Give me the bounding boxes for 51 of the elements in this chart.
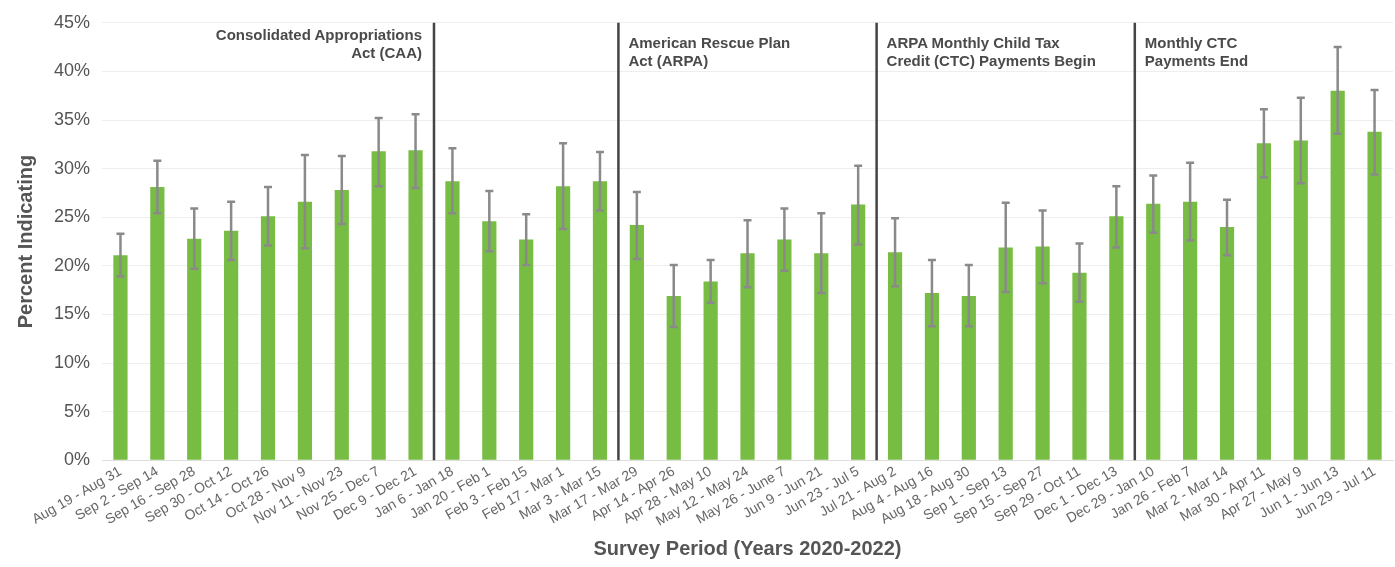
annotation: ARPA Monthly Child Tax Credit (CTC) Payments Begin xyxy=(886,34,1096,70)
bar xyxy=(666,296,681,460)
bar xyxy=(445,181,460,460)
bar xyxy=(814,253,829,460)
bar xyxy=(1367,131,1382,460)
bar xyxy=(629,225,644,460)
bar xyxy=(519,239,534,460)
annotation: Consolidated Appropriations Act (CAA) xyxy=(215,26,422,62)
y-tick-label: 40% xyxy=(54,60,91,81)
bar xyxy=(777,239,792,460)
bar xyxy=(1183,201,1198,460)
y-axis-title: Percent Indicating xyxy=(13,154,36,329)
annotation: Monthly CTC Payments End xyxy=(1144,34,1249,70)
y-tick-label: 10% xyxy=(54,352,91,373)
bar xyxy=(1330,90,1345,460)
y-tick-label: 15% xyxy=(54,303,91,324)
bar xyxy=(998,247,1013,460)
bar xyxy=(740,253,755,460)
bar xyxy=(961,296,976,460)
y-tick-label: 20% xyxy=(54,254,91,275)
bar xyxy=(887,252,903,460)
bar xyxy=(1109,216,1124,460)
bar xyxy=(851,204,866,460)
y-tick-label: 0% xyxy=(64,449,91,470)
bar xyxy=(150,187,165,460)
bar xyxy=(1146,203,1161,460)
y-tick-label: 45% xyxy=(54,11,91,32)
bar xyxy=(1072,272,1087,460)
annotation: American Rescue Plan Act (ARPA) xyxy=(628,34,791,70)
y-tick-label: 30% xyxy=(54,157,91,178)
bar xyxy=(1219,226,1235,460)
y-tick-label: 5% xyxy=(64,400,91,421)
x-axis-title: Survey Period (Years 2020-2022) xyxy=(593,536,902,559)
bar xyxy=(224,230,239,460)
bar xyxy=(408,150,423,460)
bar xyxy=(113,255,128,460)
bar xyxy=(555,186,571,460)
bar xyxy=(592,181,608,460)
bar xyxy=(260,216,276,460)
y-tick-label: 25% xyxy=(54,206,91,227)
bar xyxy=(187,238,202,460)
bar xyxy=(371,151,386,460)
bar xyxy=(1035,246,1050,460)
bar xyxy=(703,281,718,460)
y-tick-label: 35% xyxy=(54,109,91,129)
bar xyxy=(482,221,497,460)
bar xyxy=(924,293,940,460)
bar xyxy=(1293,140,1308,460)
bar xyxy=(297,201,312,460)
bar xyxy=(334,190,349,460)
bar xyxy=(1256,143,1271,460)
